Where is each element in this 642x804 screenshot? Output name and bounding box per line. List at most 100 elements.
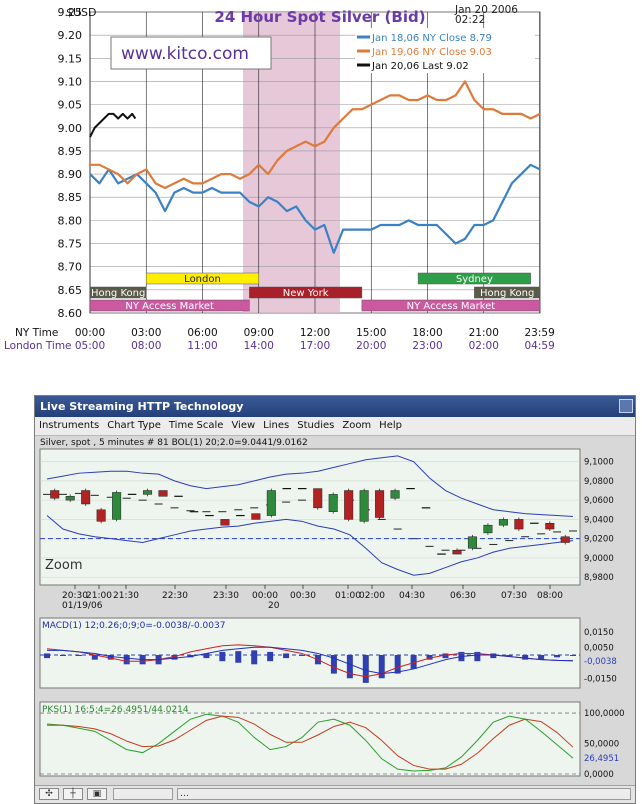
- y-tick-label: 100,0000: [584, 709, 625, 719]
- session-label: NY Access Market: [407, 301, 496, 312]
- x-tick-label: 04:30: [399, 591, 425, 601]
- y-tick-label: 9.25: [58, 6, 83, 19]
- x-tick-label: 21:30: [113, 591, 139, 601]
- menu-instruments[interactable]: Instruments: [39, 420, 100, 431]
- menu-chart-type[interactable]: Chart Type: [107, 420, 161, 431]
- session-label: NY Access Market: [125, 301, 214, 312]
- panel2-header: MACD(1) 12;0.26;0;9;0=-0.0038/-0.0037: [42, 621, 225, 631]
- legend-entry-2: Jan 20,06 Last 9.02: [371, 61, 469, 72]
- legend-box: [355, 28, 535, 73]
- candle-down: [50, 490, 60, 499]
- macd-histogram-bar: [570, 655, 576, 656]
- menu-view[interactable]: View: [231, 420, 256, 431]
- status-segment: [113, 788, 173, 800]
- ny-time-tick: 15:00: [356, 327, 386, 339]
- y-tick-label: 9,0800: [584, 477, 614, 487]
- session-bar: [89, 286, 147, 299]
- series-line-2: [89, 112, 137, 138]
- candle-up: [483, 524, 493, 534]
- y-tick-label: 9,1000: [584, 458, 614, 468]
- candle-down: [545, 523, 555, 530]
- menu-lines[interactable]: Lines: [263, 420, 290, 431]
- window-titlebar[interactable]: Live Streaming HTTP Technology: [35, 396, 635, 417]
- window-control-button[interactable]: [619, 399, 633, 413]
- candle-up: [266, 490, 276, 516]
- candle-marks: [40, 455, 580, 576]
- session-label: Hong Kong: [91, 288, 145, 299]
- menu-time-scale[interactable]: Time Scale: [168, 420, 224, 431]
- macd-histogram-bar: [235, 651, 242, 663]
- price-series: [89, 80, 541, 254]
- macd-histogram-bar: [91, 655, 98, 660]
- macd-histogram-bar: [490, 653, 497, 659]
- zoom-label[interactable]: Zoom: [45, 558, 82, 573]
- ny-time-tick: 03:00: [131, 327, 161, 339]
- ny-time-tick: 23:59: [524, 327, 554, 339]
- candle-down: [560, 536, 570, 543]
- macd-histogram-bar: [394, 655, 401, 674]
- x-tick-label: 20:30: [62, 591, 88, 601]
- macd-histogram-bar: [474, 651, 481, 662]
- line-tool-button[interactable]: ┼: [63, 788, 83, 800]
- x-tick-label: 23:30: [213, 591, 239, 601]
- macd-histogram-bar: [107, 655, 114, 660]
- market-sessions: London Hong Kong New York NY Access Market S…: [89, 272, 541, 312]
- london-time-tick: 11:00: [187, 340, 217, 352]
- candle-down: [158, 490, 168, 497]
- menu-help[interactable]: Help: [379, 420, 402, 431]
- candle-y-axis: 8,9800 9,0000 9,0200 9,0400 9,0600 9,0800 9,10…: [584, 458, 614, 584]
- y-tick-label: 9.15: [58, 52, 83, 65]
- macd-marks: [40, 644, 580, 683]
- session-label: Sydney: [456, 274, 493, 285]
- macd-histogram-bar: [59, 655, 66, 656]
- london-time-tick: 04:59: [524, 340, 554, 352]
- y-tick-label: 50,0000: [584, 740, 619, 750]
- bollinger-lower-line: [46, 515, 574, 576]
- spot-silver-chart: 8.60 8.65 8.70 8.75 8.80 8.85 8.90 8.95 9.00 9.05…: [4, 4, 555, 352]
- candle-down: [81, 490, 91, 505]
- series-line-1: [90, 80, 541, 190]
- y-tick-label: 0,0050: [584, 643, 614, 653]
- macd-histogram-bar: [442, 653, 449, 659]
- y-tick-label: 8.65: [58, 284, 83, 297]
- macd-histogram-bar: [378, 655, 385, 679]
- y-axis: 8.60 8.65 8.70 8.75 8.80 8.85 8.90 8.95 9.00 9.05…: [58, 6, 83, 320]
- london-time-tick: 17:00: [300, 340, 330, 352]
- pointer-tool-button[interactable]: ▣: [87, 788, 107, 800]
- candle-up: [143, 490, 153, 495]
- candle-down: [375, 490, 385, 518]
- session-bar: [89, 299, 250, 312]
- series-line-0: [89, 163, 541, 254]
- macd-histogram-bar: [522, 655, 529, 660]
- macd-histogram-bar: [362, 655, 369, 683]
- x-tick-label: 06:30: [450, 591, 476, 601]
- session-label: Hong Kong: [480, 288, 534, 299]
- menu-zoom[interactable]: Zoom: [342, 420, 372, 431]
- london-time-label: London Time: [4, 340, 72, 352]
- menu-studies[interactable]: Studies: [297, 420, 335, 431]
- session-label: New York: [283, 288, 329, 299]
- ny-time-tick: 12:00: [300, 327, 330, 339]
- macd-histogram-bar: [75, 655, 82, 656]
- x-tick-label: 21:00: [86, 591, 112, 601]
- x-tick-label: 00:00: [252, 591, 278, 601]
- pks-marks: [40, 712, 580, 775]
- candle-up: [112, 492, 122, 520]
- london-time-tick: 05:00: [75, 340, 105, 352]
- macd-histogram-bar: [171, 655, 178, 660]
- watermark: www.kitco.com: [121, 44, 249, 64]
- x-tick-label: 01:00: [335, 591, 361, 601]
- macd-histogram-bar: [219, 651, 226, 662]
- crosshair-tool-button[interactable]: ✣: [39, 788, 59, 800]
- candle-up: [498, 519, 508, 526]
- session-label: London: [184, 274, 221, 285]
- pks-series-line-1: [47, 715, 574, 770]
- y-tick-label: 9,0400: [584, 515, 614, 525]
- london-time-tick: 02:00: [469, 340, 499, 352]
- y-tick-label: 8.75: [58, 238, 83, 251]
- macd-histogram-bar: [346, 655, 353, 679]
- panel3-header: PKS(1) 16;5;4=26.4951/44.0214: [42, 705, 189, 715]
- candle-up: [467, 536, 477, 549]
- ny-time-tick: 06:00: [187, 327, 217, 339]
- y-tick-label: 9,0200: [584, 535, 614, 545]
